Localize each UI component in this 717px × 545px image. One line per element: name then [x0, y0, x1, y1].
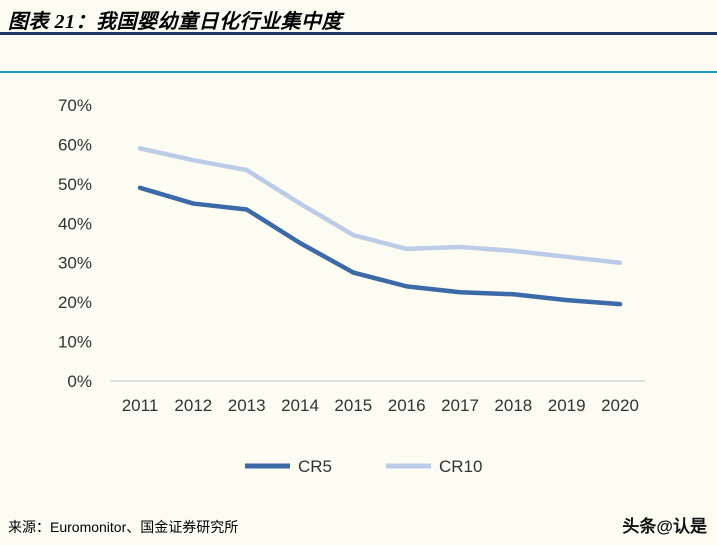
watermark: 头条@认是 — [622, 517, 707, 536]
series-line-cr10 — [137, 146, 623, 265]
y-tick-label: 10% — [58, 333, 92, 352]
accent-divider — [0, 71, 717, 73]
title-underline — [0, 32, 717, 35]
x-tick-label: 2011 — [122, 396, 159, 415]
x-tick-label: 2016 — [388, 396, 426, 415]
footer: 来源：Euromonitor、国金证券研究所 头条@认是 — [0, 512, 717, 537]
legend-label-cr5: CR5 — [298, 457, 332, 476]
y-tick-label: 50% — [58, 175, 92, 194]
line-chart: 0% 10% 20% 30% 40% 50% 60% 70% 2011 2012 2013 2014 2… — [58, 96, 645, 476]
y-tick-label: 20% — [58, 293, 92, 312]
chart-title: 图表 21：我国婴幼童日化行业集中度 — [8, 11, 342, 33]
x-tick-label: 2019 — [548, 396, 586, 415]
y-tick-label: 70% — [58, 96, 92, 115]
y-tick-label: 60% — [58, 135, 92, 154]
x-tick-label: 2018 — [494, 396, 532, 415]
x-tick-label: 2014 — [281, 396, 319, 415]
x-tick-label: 2013 — [228, 396, 266, 415]
legend-label-cr10: CR10 — [439, 457, 482, 476]
y-tick-label: 0% — [67, 372, 92, 391]
x-tick-label: 2020 — [601, 396, 639, 415]
y-tick-label: 40% — [58, 214, 92, 233]
source-text: 来源：Euromonitor、国金证券研究所 — [8, 519, 239, 535]
x-tick-label: 2017 — [441, 396, 479, 415]
series-line-cr5 — [137, 185, 623, 307]
y-tick-label: 30% — [58, 254, 92, 273]
x-tick-label: 2015 — [334, 396, 372, 415]
x-tick-label: 2012 — [174, 396, 212, 415]
